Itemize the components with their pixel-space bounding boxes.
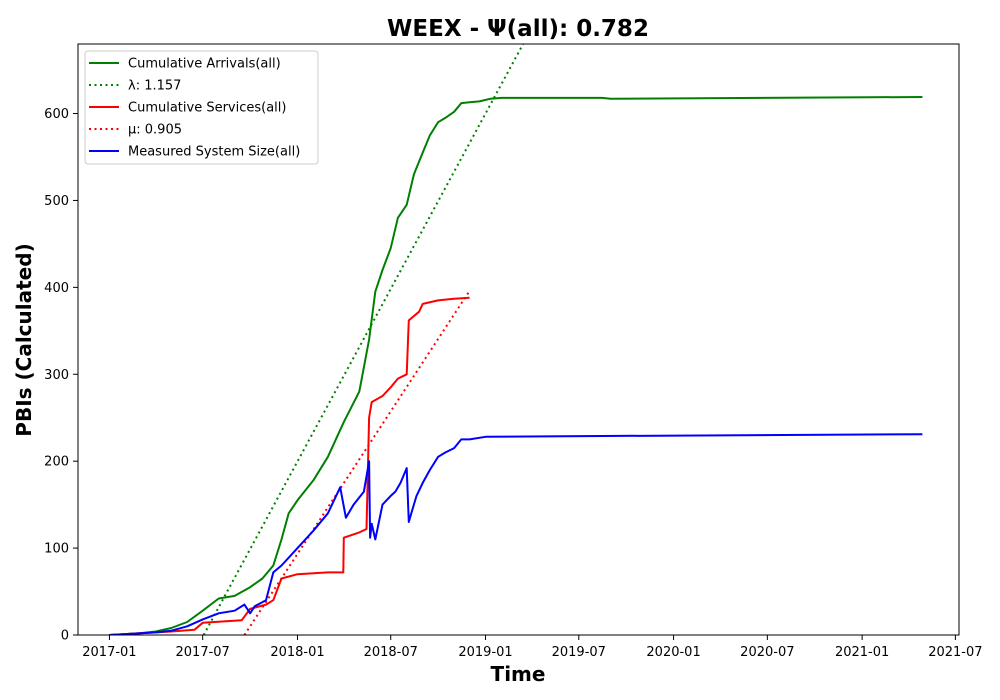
legend-label: Cumulative Services(all) (128, 101, 286, 116)
x-axis: 2017-01 2017-07 2018-01 2018-07 2019-01 2019-… (82, 635, 983, 660)
legend-label: μ: 0.905 (128, 123, 182, 138)
series-line-5 (109, 433, 923, 635)
series-line-3 (109, 296, 470, 635)
x-tick-label: 2021-01 (835, 645, 889, 660)
plot-lines (109, 44, 923, 635)
legend-label: Measured System Size(all) (128, 145, 300, 160)
legend-label: Cumulative Arrivals(all) (128, 57, 281, 72)
y-tick-label: 600 (44, 107, 69, 122)
legend-box (84, 50, 319, 165)
y-axis-title: PBIs (Calculated) (12, 243, 36, 436)
series-line-2 (202, 44, 524, 635)
y-tick-label: 400 (44, 281, 69, 296)
x-tick-label: 2019-01 (458, 645, 512, 660)
x-tick-label: 2020-01 (646, 645, 700, 660)
x-tick-label: 2019-07 (552, 645, 606, 660)
legend-label: λ: 1.157 (128, 79, 181, 94)
y-tick-label: 500 (44, 194, 69, 209)
x-tick-label: 2021-07 (928, 645, 982, 660)
x-tick-label: 2018-01 (270, 645, 324, 660)
legend: Cumulative Arrivals(all) λ: 1.157 Cumulati… (84, 50, 319, 165)
plot-frame (77, 43, 960, 636)
y-tick-label: 0 (61, 629, 69, 644)
y-tick-label: 300 (44, 368, 69, 383)
y-axis: 0 100 200 300 400 500 600 (44, 107, 78, 644)
series-line-4 (243, 290, 471, 635)
series-line-1 (109, 96, 923, 635)
x-tick-label: 2020-07 (740, 645, 794, 660)
x-tick-label: 2018-07 (364, 645, 418, 660)
x-tick-label: 2017-07 (176, 645, 230, 660)
chart-title: WEEX - Ψ(all): 0.782 (387, 16, 649, 42)
y-tick-label: 200 (44, 455, 69, 470)
x-axis-title: Time (491, 662, 546, 686)
x-tick-label: 2017-01 (82, 645, 136, 660)
y-tick-label: 100 (44, 542, 69, 557)
